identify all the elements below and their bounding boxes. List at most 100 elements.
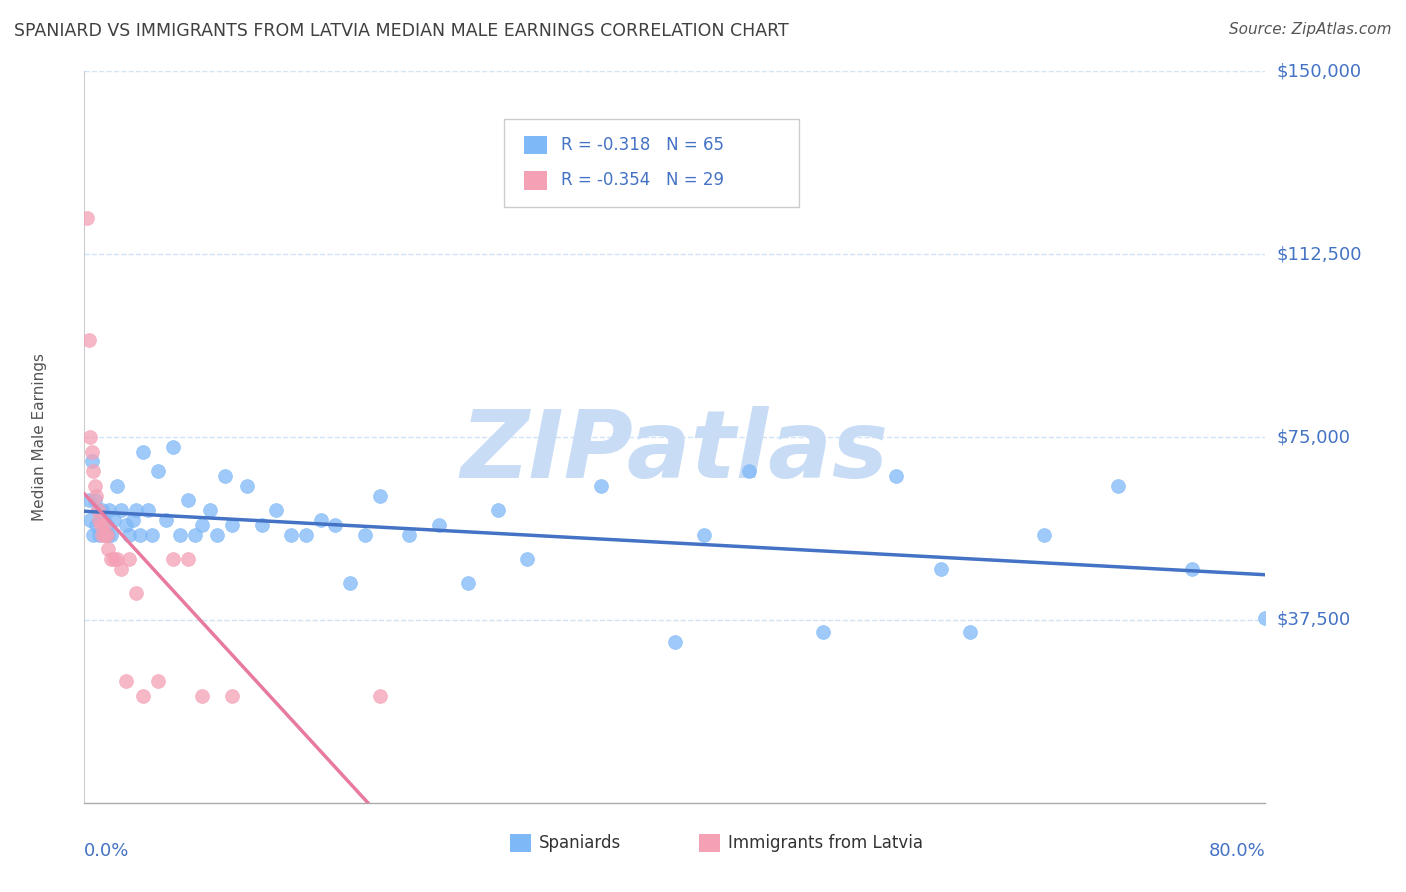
Point	[91, 503, 114, 517]
Point	[191, 689, 214, 703]
Point	[103, 513, 125, 527]
Point	[77, 333, 100, 347]
Point	[169, 527, 191, 541]
Point	[427, 517, 450, 532]
Point	[76, 211, 98, 225]
Point	[94, 527, 117, 541]
Point	[368, 489, 391, 503]
Point	[207, 527, 229, 541]
Point	[80, 444, 103, 458]
Point	[98, 503, 121, 517]
Text: Median Male Earnings: Median Male Earnings	[32, 353, 46, 521]
Point	[516, 552, 538, 566]
Point	[250, 517, 273, 532]
Point	[83, 493, 105, 508]
Point	[86, 503, 108, 517]
Point	[84, 489, 107, 503]
Point	[90, 517, 112, 532]
Text: ZIPatlas: ZIPatlas	[461, 406, 889, 498]
Point	[132, 689, 155, 703]
Point	[1033, 527, 1056, 541]
Point	[94, 527, 117, 541]
Point	[398, 527, 420, 541]
Point	[1254, 610, 1277, 624]
Point	[82, 464, 104, 478]
Point	[177, 493, 200, 508]
Text: SPANIARD VS IMMIGRANTS FROM LATVIA MEDIAN MALE EARNINGS CORRELATION CHART: SPANIARD VS IMMIGRANTS FROM LATVIA MEDIA…	[14, 22, 789, 40]
Bar	[699, 833, 720, 852]
Point	[105, 479, 128, 493]
Point	[100, 552, 122, 566]
Text: R = -0.318   N = 65: R = -0.318 N = 65	[561, 136, 724, 154]
Point	[93, 513, 115, 527]
Text: R = -0.354   N = 29: R = -0.354 N = 29	[561, 171, 724, 189]
Point	[90, 513, 112, 527]
Point	[693, 527, 716, 541]
Point	[162, 440, 184, 454]
Bar	[509, 833, 531, 852]
Point	[96, 527, 118, 541]
Point	[214, 469, 236, 483]
Point	[664, 635, 686, 649]
Text: Source: ZipAtlas.com: Source: ZipAtlas.com	[1229, 22, 1392, 37]
Point	[1107, 479, 1129, 493]
Text: $112,500: $112,500	[1277, 245, 1362, 263]
Point	[959, 625, 981, 640]
Point	[191, 517, 214, 532]
Point	[122, 513, 145, 527]
Bar	[523, 171, 547, 190]
Point	[811, 625, 834, 640]
Text: 0.0%: 0.0%	[84, 842, 129, 860]
Point	[114, 673, 136, 688]
Point	[738, 464, 761, 478]
Point	[1181, 562, 1204, 576]
Point	[591, 479, 613, 493]
Point	[125, 503, 148, 517]
Text: Immigrants from Latvia: Immigrants from Latvia	[728, 834, 922, 852]
Text: $37,500: $37,500	[1277, 611, 1351, 629]
Point	[148, 464, 170, 478]
Text: 80.0%: 80.0%	[1209, 842, 1265, 860]
Point	[97, 542, 120, 557]
Point	[97, 527, 120, 541]
Point	[886, 469, 908, 483]
Point	[83, 479, 105, 493]
Point	[155, 513, 177, 527]
FancyBboxPatch shape	[503, 119, 799, 207]
Point	[79, 430, 101, 444]
Point	[354, 527, 377, 541]
Point	[118, 527, 141, 541]
Point	[141, 527, 163, 541]
Point	[929, 562, 952, 576]
Point	[457, 576, 479, 591]
Point	[368, 689, 391, 703]
Point	[91, 527, 114, 541]
Point	[103, 552, 125, 566]
Point	[177, 552, 200, 566]
Point	[221, 689, 243, 703]
Point	[325, 517, 347, 532]
Point	[184, 527, 207, 541]
Point	[93, 517, 115, 532]
Point	[136, 503, 159, 517]
Point	[86, 503, 108, 517]
Point	[148, 673, 170, 688]
Point	[110, 503, 132, 517]
Text: Spaniards: Spaniards	[538, 834, 621, 852]
Point	[87, 527, 111, 541]
Point	[236, 479, 259, 493]
Point	[266, 503, 288, 517]
Point	[105, 552, 128, 566]
Point	[87, 513, 111, 527]
Point	[80, 454, 103, 468]
Point	[221, 517, 243, 532]
Point	[125, 586, 148, 600]
Point	[96, 517, 118, 532]
Point	[198, 503, 221, 517]
Point	[82, 527, 104, 541]
Point	[132, 444, 155, 458]
Point	[129, 527, 152, 541]
Point	[309, 513, 332, 527]
Point	[110, 562, 132, 576]
Bar	[523, 136, 547, 154]
